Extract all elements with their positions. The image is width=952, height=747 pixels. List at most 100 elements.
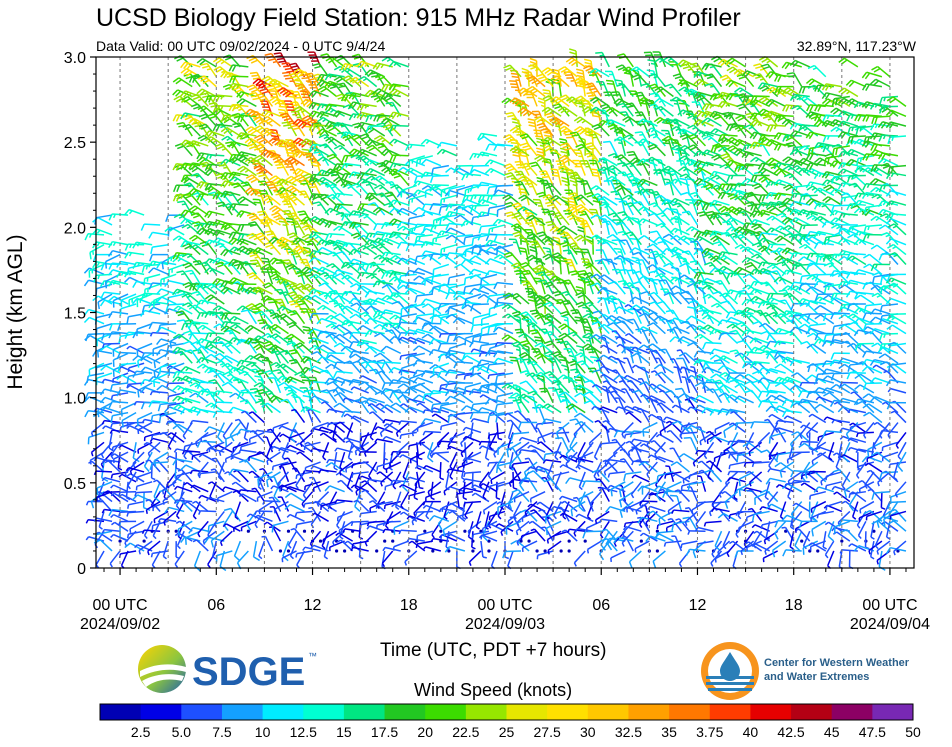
wind-barb	[816, 452, 835, 463]
wind-barb	[870, 78, 891, 88]
wind-barb	[149, 437, 169, 444]
wind-barb	[559, 94, 578, 107]
wind-barb	[200, 431, 217, 442]
wind-barb	[631, 474, 650, 483]
wind-barb	[181, 252, 201, 266]
wind-barb	[93, 470, 113, 476]
colorbar-swatch	[791, 704, 833, 720]
wind-barb	[507, 550, 514, 570]
wind-barb	[620, 458, 634, 473]
colorbar: 2.5 5.0 7.5 10 12.5 15 17.5 20 22.5 25 27.5 30 32.5 3…	[99, 703, 921, 740]
wind-barb	[358, 451, 377, 456]
wind-barb	[634, 160, 651, 176]
wind-barb	[295, 520, 313, 529]
wind-barb	[383, 539, 387, 543]
wind-barb	[165, 420, 185, 426]
wind-barb	[207, 550, 217, 569]
wind-barb	[112, 352, 129, 367]
colorbar-swatch	[343, 704, 386, 720]
wind-barb	[167, 432, 185, 443]
wind-barb	[864, 531, 870, 550]
wind-barb	[682, 516, 699, 532]
wind-barb	[391, 539, 395, 543]
wind-barb	[118, 539, 122, 543]
wind-barb	[83, 316, 105, 325]
wind-barb	[180, 387, 201, 395]
wind-barb	[280, 398, 298, 414]
wind-barb	[207, 481, 225, 493]
wind-barb	[148, 321, 169, 330]
wind-barb	[781, 409, 802, 418]
wind-barb	[204, 267, 225, 276]
wind-barb	[93, 539, 113, 552]
wind-barb	[759, 85, 779, 98]
wind-barb	[573, 550, 586, 567]
wind-barb	[623, 286, 635, 305]
wind-barb	[687, 124, 706, 137]
wind-barb	[245, 361, 265, 374]
wind-barb	[310, 350, 330, 364]
wind-barb	[871, 520, 891, 532]
x-axis-label: Time (UTC, PDT +7 hours)	[380, 640, 607, 661]
wind-barb	[676, 349, 691, 364]
wind-barb	[182, 422, 193, 440]
wind-barb	[180, 61, 201, 71]
colorbar-label: 25	[499, 724, 515, 740]
wind-barb	[149, 390, 169, 396]
wind-barb	[729, 410, 747, 424]
wind-barb	[197, 520, 209, 538]
wind-barb	[388, 83, 409, 92]
wind-barb	[518, 247, 530, 265]
wind-barb	[152, 342, 169, 357]
wind-barb	[327, 251, 346, 265]
wind-barb	[388, 111, 409, 120]
wind-barb	[132, 451, 145, 468]
wind-barb	[384, 511, 394, 530]
wind-barb	[786, 451, 803, 464]
wind-barb	[436, 148, 458, 157]
wind-barb	[167, 392, 185, 401]
wind-barb	[204, 341, 225, 349]
wind-barb	[132, 241, 153, 249]
wind-barb	[101, 458, 121, 464]
sdge-wordmark: SDGE	[192, 650, 305, 694]
wind-barb	[140, 378, 161, 386]
wind-barb	[634, 141, 651, 157]
wind-barb	[412, 345, 434, 355]
wind-barb	[212, 390, 233, 398]
x-axis: 00 UTC 2024/09/02 06 12 18 00 UTC 2024/09/03 06…	[80, 568, 930, 633]
colorbar-label: 50	[905, 724, 921, 740]
wind-barb	[766, 215, 787, 226]
wind-barb	[175, 471, 193, 480]
wind-barb	[177, 520, 193, 537]
colorbar-label: 32.5	[615, 724, 642, 740]
wind-barb	[99, 388, 121, 396]
wind-barb	[148, 231, 169, 239]
wind-barb	[535, 421, 554, 429]
wind-barb	[184, 530, 201, 545]
wind-barb	[136, 323, 153, 337]
wind-barb	[529, 491, 546, 503]
wind-barb	[826, 550, 835, 570]
wind-barb	[753, 309, 771, 325]
wind-barb	[196, 282, 217, 291]
wind-barb	[438, 440, 457, 446]
wind-barb	[101, 476, 121, 483]
wind-barb	[670, 96, 690, 108]
wind-barb	[847, 302, 867, 315]
wind-barb	[610, 550, 626, 562]
wind-barb	[537, 441, 554, 453]
wind-barb	[599, 441, 618, 448]
wind-barb	[127, 500, 145, 509]
wind-barb	[137, 352, 153, 368]
wind-barb	[863, 422, 875, 439]
y-tick-label: 0	[77, 561, 86, 578]
wind-barb	[470, 418, 490, 424]
wind-barb	[126, 425, 145, 434]
wind-barb	[163, 510, 177, 526]
wind-barb	[213, 352, 233, 364]
wind-barb	[140, 309, 161, 317]
wind-barb	[334, 549, 339, 553]
wind-barb	[207, 520, 225, 533]
wind-barb	[97, 293, 113, 310]
